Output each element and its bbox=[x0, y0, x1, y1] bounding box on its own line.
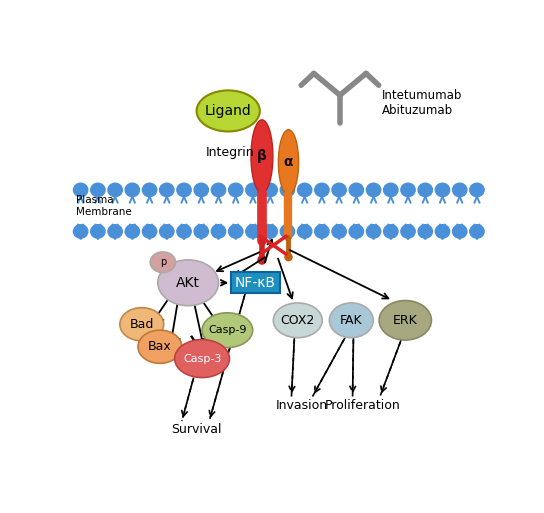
Ellipse shape bbox=[150, 252, 176, 272]
Circle shape bbox=[332, 183, 347, 196]
Circle shape bbox=[384, 183, 398, 196]
Circle shape bbox=[453, 183, 467, 196]
Circle shape bbox=[280, 225, 295, 238]
Text: AKt: AKt bbox=[176, 276, 200, 290]
Circle shape bbox=[298, 225, 312, 238]
Circle shape bbox=[384, 225, 398, 238]
Circle shape bbox=[228, 225, 243, 238]
Circle shape bbox=[194, 183, 208, 196]
Text: Casp-9: Casp-9 bbox=[208, 325, 246, 335]
Circle shape bbox=[177, 225, 191, 238]
Ellipse shape bbox=[285, 253, 293, 262]
Ellipse shape bbox=[120, 308, 164, 341]
Text: ERK: ERK bbox=[393, 314, 418, 327]
Circle shape bbox=[367, 225, 381, 238]
Circle shape bbox=[91, 225, 105, 238]
Ellipse shape bbox=[202, 313, 252, 347]
Circle shape bbox=[73, 183, 88, 196]
Text: Proliferation: Proliferation bbox=[325, 399, 401, 412]
Circle shape bbox=[453, 225, 467, 238]
Circle shape bbox=[435, 183, 450, 196]
Circle shape bbox=[108, 225, 122, 238]
Text: Integrin: Integrin bbox=[206, 146, 255, 159]
Circle shape bbox=[401, 183, 415, 196]
Circle shape bbox=[315, 225, 329, 238]
Text: FAK: FAK bbox=[340, 314, 363, 327]
Circle shape bbox=[143, 225, 157, 238]
Circle shape bbox=[315, 183, 329, 196]
Circle shape bbox=[125, 183, 139, 196]
Circle shape bbox=[349, 225, 363, 238]
Text: Plasma
Membrane: Plasma Membrane bbox=[76, 195, 132, 216]
Ellipse shape bbox=[379, 301, 431, 340]
Circle shape bbox=[435, 225, 450, 238]
Circle shape bbox=[246, 183, 260, 196]
Text: Bad: Bad bbox=[129, 318, 154, 331]
FancyBboxPatch shape bbox=[231, 272, 280, 293]
Circle shape bbox=[246, 225, 260, 238]
Circle shape bbox=[367, 183, 381, 196]
Text: p: p bbox=[160, 257, 166, 267]
Text: COX2: COX2 bbox=[281, 314, 315, 327]
Ellipse shape bbox=[273, 303, 322, 338]
Circle shape bbox=[194, 225, 208, 238]
Circle shape bbox=[211, 183, 226, 196]
Text: Bax: Bax bbox=[148, 340, 172, 353]
Text: Survival: Survival bbox=[171, 423, 222, 436]
Circle shape bbox=[211, 225, 226, 238]
Text: Intetumumab
Abituzumab: Intetumumab Abituzumab bbox=[382, 89, 462, 117]
Circle shape bbox=[298, 183, 312, 196]
Circle shape bbox=[143, 183, 157, 196]
Circle shape bbox=[263, 225, 277, 238]
Circle shape bbox=[228, 183, 243, 196]
Ellipse shape bbox=[257, 255, 267, 265]
Ellipse shape bbox=[196, 90, 260, 131]
Circle shape bbox=[401, 225, 415, 238]
Circle shape bbox=[159, 183, 174, 196]
Text: α: α bbox=[284, 155, 293, 169]
Ellipse shape bbox=[330, 303, 373, 338]
Ellipse shape bbox=[251, 120, 273, 193]
Ellipse shape bbox=[279, 130, 299, 195]
Circle shape bbox=[470, 183, 484, 196]
Circle shape bbox=[418, 183, 432, 196]
Ellipse shape bbox=[175, 340, 230, 378]
Circle shape bbox=[332, 225, 347, 238]
Ellipse shape bbox=[138, 330, 182, 363]
Circle shape bbox=[418, 225, 432, 238]
Text: Invasion: Invasion bbox=[276, 399, 328, 412]
Text: Ligand: Ligand bbox=[205, 104, 251, 118]
Ellipse shape bbox=[158, 260, 219, 306]
Circle shape bbox=[263, 183, 277, 196]
Circle shape bbox=[470, 225, 484, 238]
Circle shape bbox=[159, 225, 174, 238]
Circle shape bbox=[91, 183, 105, 196]
Text: NF-κB: NF-κB bbox=[235, 276, 276, 290]
Text: Casp-3: Casp-3 bbox=[183, 353, 221, 364]
Circle shape bbox=[177, 183, 191, 196]
Text: β: β bbox=[257, 149, 267, 163]
Circle shape bbox=[280, 183, 295, 196]
Circle shape bbox=[108, 183, 122, 196]
Circle shape bbox=[349, 183, 363, 196]
Circle shape bbox=[73, 225, 88, 238]
Circle shape bbox=[125, 225, 139, 238]
